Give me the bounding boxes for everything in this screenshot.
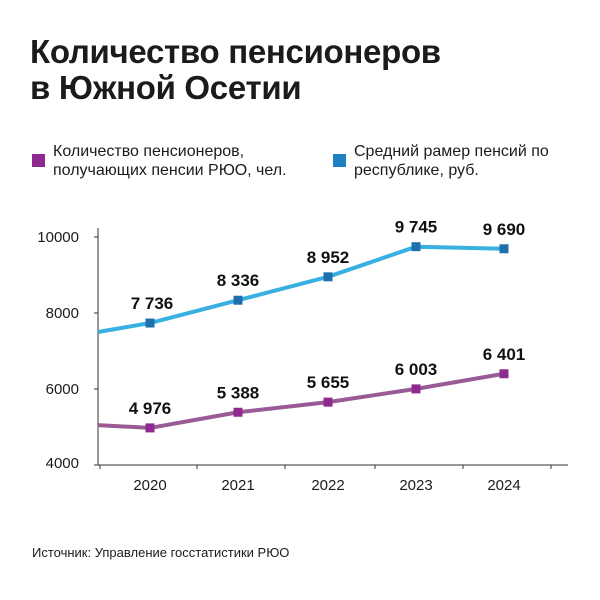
x-tick-label: 2022 [311,477,344,494]
legend-label-pensioners: Количество пенсионеров, получающих пенси… [53,142,287,180]
legend-label-avg-pension-line-1: Средний рамер пенсий по [354,143,549,160]
data-point-avg-pension [323,272,333,282]
legend-swatch-pensioners [32,154,45,167]
y-tick-label: 10000 [37,229,79,246]
chart-title-line-1: Количество пенсионеров [30,33,441,70]
data-point-pensioners [499,369,509,379]
data-point-avg-pension [233,295,243,305]
legend-label-avg-pension: Средний рамер пенсий по республике, руб. [354,142,549,180]
legend-label-pensioners-line-2: получающих пенсии РЮО, чел. [53,162,287,179]
y-tick-label: 4000 [46,455,79,472]
series-line-avg-pension [97,244,505,334]
data-label-avg-pension: 8 952 [307,248,350,267]
data-label-avg-pension: 9 690 [483,220,526,239]
legend-item-pensioners: Количество пенсионеров, получающих пенси… [32,142,287,180]
data-point-pensioners [145,423,155,433]
data-label-avg-pension: 9 745 [395,218,438,237]
data-label-pensioners: 5 655 [307,373,350,392]
legend-label-avg-pension-line-2: республике, руб. [354,162,479,179]
chart-title-line-2: в Южной Осетии [30,69,302,106]
series-line-pensioners [97,371,505,430]
source-note: Источник: Управление госстатистики РЮО [32,545,290,560]
x-tick-label: 2024 [487,477,520,494]
data-point-avg-pension [145,318,155,328]
legend-item-avg-pension: Средний рамер пенсий по республике, руб. [333,142,549,180]
legend-label-pensioners-line-1: Количество пенсионеров, [53,143,245,160]
data-point-avg-pension [411,242,421,252]
chart-title: Количество пенсионеров в Южной Осетии [30,34,570,106]
data-label-avg-pension: 7 736 [131,294,174,313]
x-tick-label: 2023 [399,477,432,494]
data-label-pensioners: 5 388 [217,383,260,402]
data-point-avg-pension [499,244,509,254]
y-tick-label: 6000 [46,381,79,398]
data-label-avg-pension: 8 336 [217,271,260,290]
data-label-pensioners: 6 401 [483,345,526,364]
data-label-pensioners: 6 003 [395,360,438,379]
data-label-pensioners: 4 976 [129,399,172,418]
x-tick-label: 2021 [221,477,254,494]
x-tick-label: 2020 [133,477,166,494]
data-point-pensioners [411,384,421,394]
legend-swatch-avg-pension [333,154,346,167]
data-point-pensioners [233,407,243,417]
data-point-pensioners [323,397,333,407]
y-tick-label: 8000 [46,305,79,322]
